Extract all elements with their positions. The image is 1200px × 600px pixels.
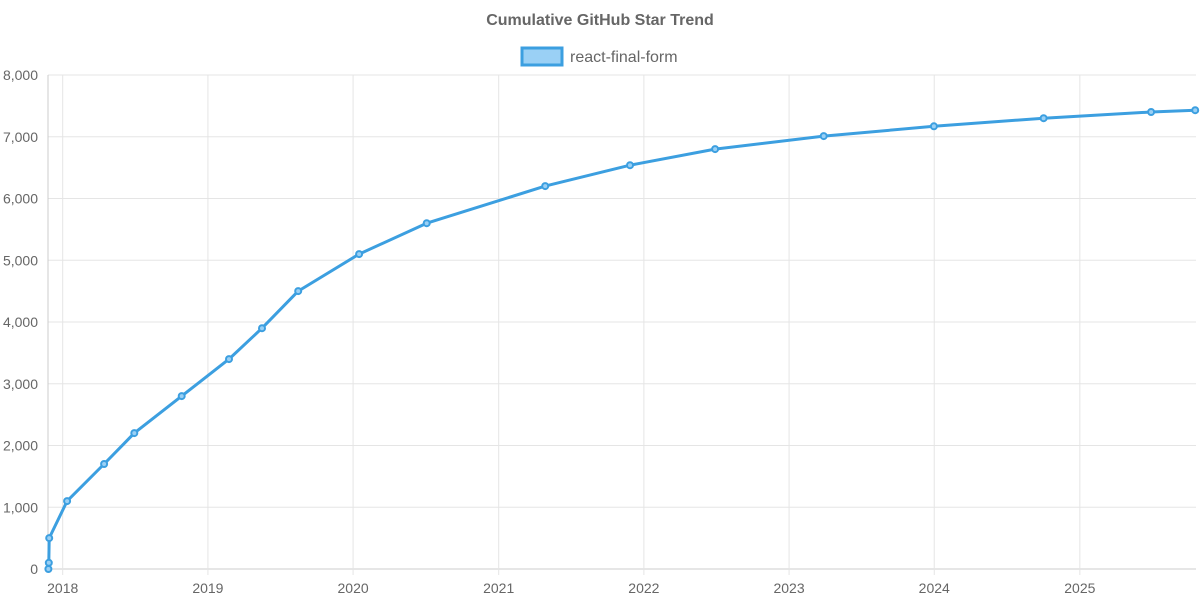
legend-label[interactable]: react-final-form	[570, 49, 678, 66]
data-point[interactable]	[130, 429, 139, 438]
data-point[interactable]	[541, 182, 550, 191]
y-tick-label: 6,000	[3, 191, 38, 207]
data-point[interactable]	[44, 565, 53, 573]
data-point[interactable]	[819, 132, 828, 141]
data-point[interactable]	[225, 355, 233, 364]
data-point[interactable]	[422, 219, 431, 228]
data-point[interactable]	[355, 250, 364, 259]
data-point[interactable]	[1039, 114, 1048, 123]
axis-layer: 0 1,000 2,000 3,000 4,000 5,000 6,000 7,000 8,00…	[3, 67, 1096, 596]
data-point[interactable]	[929, 122, 938, 131]
data-point[interactable]	[45, 534, 54, 543]
legend-swatch[interactable]	[520, 46, 564, 67]
y-tick-label: 1,000	[3, 499, 38, 515]
x-tick-label: 2021	[483, 580, 514, 596]
y-tick-label: 8,000	[3, 67, 38, 83]
y-tick-label: 7,000	[3, 129, 38, 145]
x-tick-label: 2019	[192, 580, 223, 596]
data-point[interactable]	[1191, 106, 1200, 115]
y-tick-label: 4,000	[3, 314, 38, 330]
data-point[interactable]	[626, 161, 634, 170]
chart-title: Cumulative GitHub Star Trend	[486, 12, 714, 29]
data-point[interactable]	[258, 324, 266, 333]
x-tick-label: 2024	[919, 580, 950, 596]
series-layer	[44, 106, 1200, 573]
data-point[interactable]	[177, 392, 186, 401]
y-tick-label: 0	[30, 561, 38, 577]
y-tick-label: 5,000	[3, 252, 38, 268]
data-point[interactable]	[1147, 108, 1156, 116]
x-tick-label: 2023	[773, 580, 804, 596]
data-point[interactable]	[63, 497, 72, 506]
y-tick-label: 3,000	[3, 376, 38, 392]
x-tick-label: 2018	[47, 580, 78, 596]
x-tick-label: 2025	[1064, 580, 1095, 596]
data-point[interactable]	[711, 145, 720, 154]
data-point[interactable]	[100, 460, 109, 468]
grid-layer	[48, 74, 1196, 575]
data-point[interactable]	[294, 287, 303, 296]
x-tick-label: 2022	[628, 580, 659, 596]
series-line	[46, 108, 1196, 570]
x-tick-label: 2020	[338, 580, 369, 596]
legend[interactable]: react-final-form	[520, 46, 678, 67]
data-point[interactable]	[44, 558, 53, 567]
y-tick-label: 2,000	[3, 438, 38, 454]
